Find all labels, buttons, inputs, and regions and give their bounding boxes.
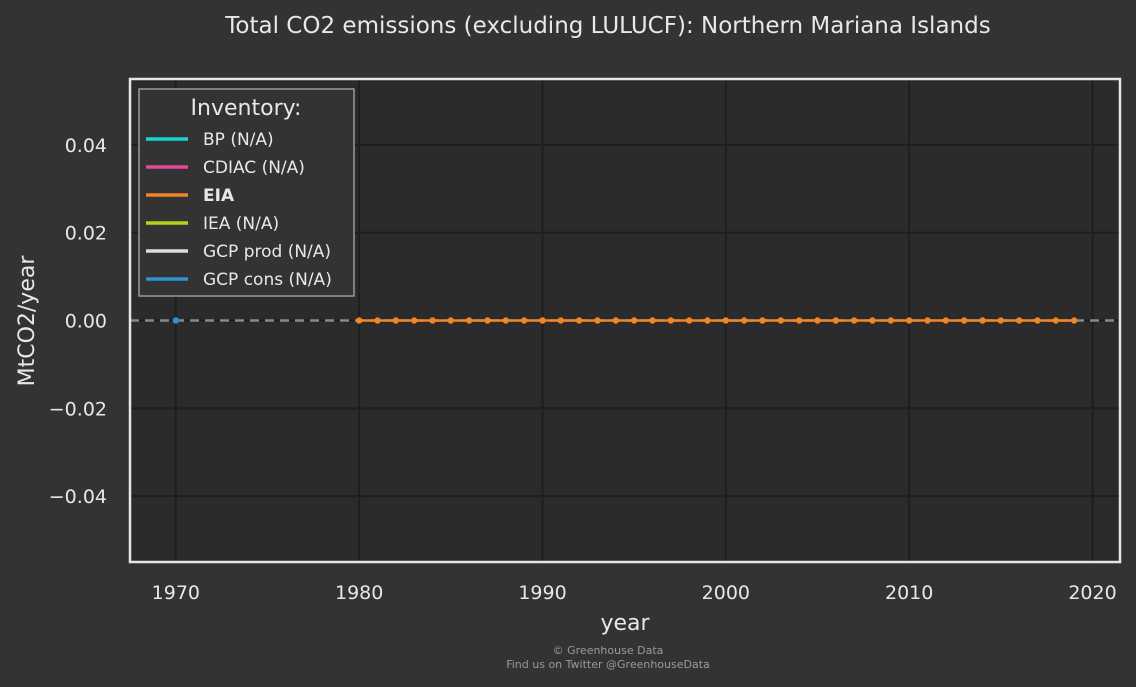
eia-point <box>740 317 748 324</box>
eia-point <box>704 317 711 324</box>
eia-point <box>374 317 381 324</box>
y-tick-label: 0.04 <box>65 135 107 157</box>
eia-point <box>355 317 363 324</box>
eia-point <box>429 317 436 324</box>
eia-point <box>539 317 546 324</box>
eia-point <box>887 317 895 324</box>
eia-point <box>795 317 803 324</box>
eia-point <box>594 317 601 324</box>
x-tick-label: 2020 <box>1068 582 1116 604</box>
eia-point <box>630 317 638 324</box>
eia-point <box>667 317 675 324</box>
x-tick-label: 2010 <box>885 582 933 604</box>
eia-point <box>814 317 821 324</box>
legend-box <box>138 88 355 297</box>
legend-title: Inventory: <box>191 96 302 121</box>
eia-point <box>484 317 491 324</box>
y-tick-label: −0.02 <box>49 398 107 420</box>
eia-point <box>832 317 840 324</box>
legend-label: CDIAC (N/A) <box>203 158 305 178</box>
gcp-cons-n-a-point <box>172 317 180 324</box>
chart-title: Total CO2 emissions (excluding LULUCF): … <box>224 13 990 39</box>
eia-point <box>392 317 400 324</box>
eia-point <box>465 317 473 324</box>
x-tick-label: 1980 <box>335 582 383 604</box>
eia-point <box>722 317 730 324</box>
eia-point <box>410 317 418 324</box>
eia-point <box>649 317 656 324</box>
eia-point <box>979 317 986 324</box>
eia-point <box>1034 317 1041 324</box>
y-tick-label: −0.04 <box>49 486 107 508</box>
eia-point <box>502 317 510 324</box>
eia-point <box>869 317 876 324</box>
eia-point <box>759 317 766 324</box>
legend-label: GCP prod (N/A) <box>203 242 331 262</box>
eia-point <box>1070 317 1078 324</box>
legend: Inventory: BP (N/A) CDIAC (N/A) EIA IEA (N/A… <box>138 88 355 297</box>
y-tick-label: 0.00 <box>65 311 107 333</box>
eia-point <box>685 317 693 324</box>
eia-point <box>850 317 858 324</box>
x-tick-label: 1990 <box>518 582 566 604</box>
eia-point <box>960 317 968 324</box>
y-axis-label: MtCO2/year <box>15 255 40 387</box>
credit-line-2: Find us on Twitter @GreenhouseData <box>506 658 710 671</box>
legend-label: EIA <box>203 186 235 206</box>
tick-labels: 1970 1980 1990 2000 2010 2020 0.04 0.02 0.00 −0.0… <box>49 135 1117 604</box>
series <box>172 317 1078 324</box>
eia-point <box>1015 317 1023 324</box>
x-tick-label: 2000 <box>702 582 750 604</box>
legend-label: GCP cons (N/A) <box>203 270 332 290</box>
eia-point <box>1052 317 1060 324</box>
plot-frame <box>128 77 1122 564</box>
eia-point <box>612 317 620 324</box>
eia-point <box>777 317 785 324</box>
eia-point <box>575 317 583 324</box>
x-tick-label: 1970 <box>152 582 200 604</box>
eia-point <box>557 317 565 324</box>
eia-point <box>924 317 931 324</box>
x-axis-label: year <box>600 611 650 636</box>
legend-label: IEA (N/A) <box>203 214 279 234</box>
eia-point <box>447 317 455 324</box>
eia-point <box>520 317 528 324</box>
eia-point <box>997 317 1005 324</box>
eia-point <box>905 317 913 324</box>
y-tick-label: 0.02 <box>65 223 107 245</box>
eia-point <box>942 317 950 324</box>
credit-line-1: © Greenhouse Data <box>553 644 664 657</box>
legend-label: BP (N/A) <box>203 130 274 150</box>
